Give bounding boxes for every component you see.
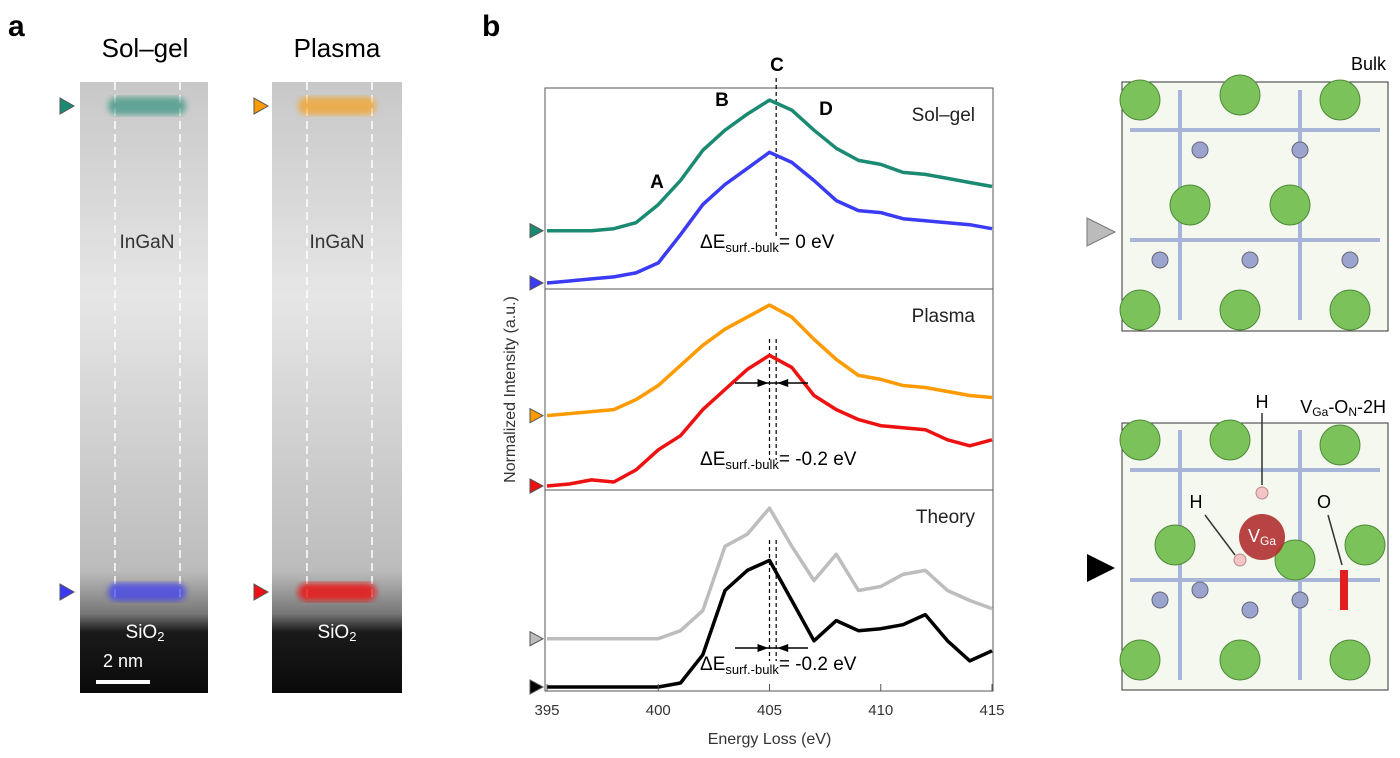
spectrum-line	[546, 150, 993, 285]
x-tick-label: 400	[646, 702, 671, 719]
panel-title: Theory	[916, 507, 976, 528]
spectrum-line	[547, 558, 993, 689]
series-marker	[529, 630, 545, 647]
x-axis-label: Energy Loss (eV)	[708, 731, 832, 748]
substrate-label: SiO2	[126, 622, 165, 644]
scale-bar-label: 2 nm	[103, 651, 143, 671]
atom-label: H	[1256, 392, 1269, 412]
series-marker	[529, 275, 545, 291]
shift-annotation: ΔEsurf.-bulk= -0.2 eV	[700, 449, 857, 472]
panel-title: Plasma	[912, 306, 976, 327]
peak-label: D	[819, 99, 833, 120]
substrate-label: SiO2	[318, 622, 357, 644]
spectrum-line	[547, 98, 993, 233]
peak-label: C	[770, 55, 784, 76]
stem-image	[59, 82, 208, 693]
structure-defect	[1087, 413, 1389, 691]
shift-annotation: ΔEsurf.-bulk= 0 eV	[700, 232, 835, 255]
image-title: Plasma	[294, 33, 381, 63]
atom-label: H	[1190, 492, 1203, 512]
shift-annotation: ΔEsurf.-bulk= -0.2 eV	[700, 654, 857, 677]
series-marker	[529, 222, 545, 239]
arrow-head	[777, 379, 789, 387]
y-axis-label: Normalized Intensity (a.u.)	[502, 296, 519, 483]
x-tick-label: 410	[868, 702, 893, 719]
x-tick-label: 395	[534, 702, 559, 719]
atom-label: O	[1317, 492, 1331, 512]
panel-label: a	[8, 10, 25, 43]
layer-label: InGaN	[310, 232, 365, 253]
layer-label: InGaN	[120, 232, 175, 253]
series-marker	[529, 679, 545, 695]
vacancy-label: VGa	[1248, 526, 1276, 548]
image-title: Sol–gel	[102, 33, 189, 63]
series-marker	[529, 407, 545, 424]
spectrum-line	[546, 303, 993, 418]
spectrum-line	[546, 353, 993, 488]
stem-image	[253, 82, 402, 693]
structure-label: VGa-ON-2H	[1300, 397, 1386, 419]
arrow-head	[757, 644, 769, 652]
panel-label: b	[482, 10, 500, 43]
structure-label: Bulk	[1351, 54, 1387, 74]
arrow-head	[777, 644, 789, 652]
series-marker	[529, 478, 545, 494]
peak-label: B	[715, 90, 729, 111]
x-tick-label: 405	[757, 702, 782, 719]
spectrum-line	[547, 506, 993, 641]
panel-title: Sol–gel	[912, 105, 975, 126]
x-tick-label: 415	[979, 702, 1004, 719]
structure-bulk	[1086, 74, 1389, 332]
arrow-head	[757, 379, 769, 387]
peak-label: A	[650, 172, 664, 193]
